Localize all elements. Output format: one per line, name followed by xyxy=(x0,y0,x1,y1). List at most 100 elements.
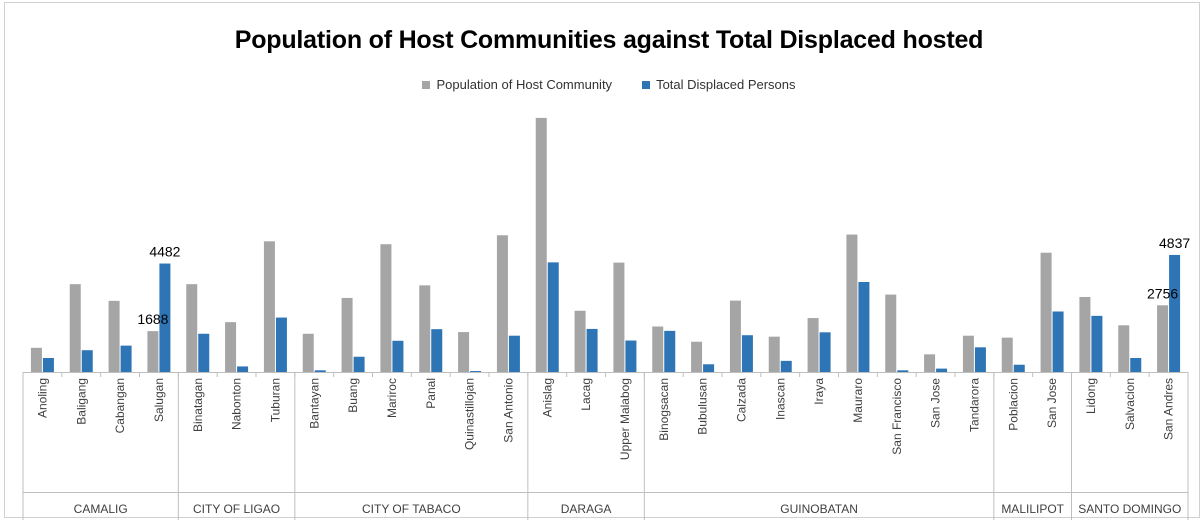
bar-population-upper-malabog-15 xyxy=(613,262,625,372)
bar-population-tandarora-24 xyxy=(962,335,974,372)
tick-label-poblacion-25: Poblacion xyxy=(1006,378,1020,431)
bar-displaced-poblacion-25 xyxy=(1013,364,1025,372)
bar-displaced-calzada-18 xyxy=(741,335,753,372)
bar-population-bantayan-7 xyxy=(302,333,314,372)
bar-population-mariroc-9 xyxy=(380,244,392,372)
bar-displaced-tuburan-6 xyxy=(275,317,287,372)
tick-label-salvacion-28: Salvacion xyxy=(1123,378,1137,430)
bar-displaced-san-francisco-22 xyxy=(897,370,909,372)
bar-population-anislag-13 xyxy=(535,117,547,373)
bar-displaced-san-jose-23 xyxy=(936,368,948,372)
bar-displaced-san-andres-29 xyxy=(1169,254,1181,372)
tick-label-salugan-3: Salugan xyxy=(152,378,166,422)
tick-label-san-jose-23: San Jose xyxy=(929,378,943,428)
tick-label-lacag-14: Lacag xyxy=(579,378,593,411)
tick-label-quinastillojan-11: Quinastillojan xyxy=(463,378,477,450)
tick-label-bubulusan-17: Bubulusan xyxy=(696,378,710,435)
bar-displaced-buang-8 xyxy=(353,356,365,372)
tick-label-upper-malabog-15: Upper Malabog xyxy=(618,378,632,460)
legend-item-population[interactable]: Population of Host Community xyxy=(422,77,612,92)
bar-population-baligang-1 xyxy=(69,284,81,372)
bar-displaced-anislag-13 xyxy=(547,262,559,372)
bar-displaced-lidong-27 xyxy=(1091,315,1103,372)
chart-frame xyxy=(4,2,1200,518)
chart-legend: Population of Host Community Total Displ… xyxy=(0,77,1202,92)
legend-swatch-population xyxy=(422,80,431,89)
bar-displaced-cabangan-2 xyxy=(120,345,132,372)
tick-label-bantayan-7: Bantayan xyxy=(307,378,321,429)
tick-label-san-antonio-12: San Antonio xyxy=(501,378,515,443)
tick-label-lidong-27: Lidong xyxy=(1084,378,1098,414)
tick-label-san-andres-29: San Andres xyxy=(1162,378,1176,440)
legend-swatch-displaced xyxy=(642,80,651,89)
bar-displaced-bubulusan-17 xyxy=(703,364,715,372)
bar-population-salugan-3 xyxy=(147,331,159,372)
group-label-guinobatan: GUINOBATAN xyxy=(780,502,858,516)
tick-label-cabangan-2: Cabangan xyxy=(113,378,127,433)
bar-displaced-iraya-20 xyxy=(819,332,831,372)
tick-label-tandarora-24: Tandarora xyxy=(967,378,981,432)
bar-population-binatagan-4 xyxy=(186,284,198,372)
bar-displaced-nabonton-5 xyxy=(237,366,249,372)
tick-label-san-francisco-22: San Francisco xyxy=(890,378,904,455)
bar-population-panal-10 xyxy=(419,285,431,372)
group-label-santo-domingo: SANTO DOMINGO xyxy=(1078,502,1181,516)
bar-population-bubulusan-17 xyxy=(691,341,703,372)
bar-population-san-jose-26 xyxy=(1040,252,1052,372)
legend-item-displaced[interactable]: Total Displaced Persons xyxy=(642,77,796,92)
bar-population-san-francisco-22 xyxy=(885,294,897,372)
data-label-san-andres-population: 2756 xyxy=(1147,285,1178,301)
bar-displaced-quinastillojan-11 xyxy=(470,371,482,372)
data-label-san-andres-displaced: 4837 xyxy=(1159,235,1190,251)
bar-population-san-antonio-12 xyxy=(496,235,508,372)
tick-label-baligang-1: Baligang xyxy=(74,378,88,425)
tick-label-anoling-0: Anoling xyxy=(35,378,49,418)
bar-population-salvacion-28 xyxy=(1118,325,1130,372)
bar-population-iraya-20 xyxy=(807,318,819,372)
tick-label-anislag-13: Anislag xyxy=(540,378,554,417)
bar-population-anoling-0 xyxy=(30,347,42,372)
bar-population-binogsacan-16 xyxy=(652,326,664,372)
group-label-daraga: DARAGA xyxy=(561,502,612,516)
bar-displaced-lacag-14 xyxy=(586,328,598,372)
bar-displaced-mariroc-9 xyxy=(392,340,404,372)
bar-population-lidong-27 xyxy=(1079,296,1091,372)
tick-label-tuburan-6: Tuburan xyxy=(268,378,282,422)
tick-label-binatagan-4: Binatagan xyxy=(191,378,205,432)
tick-label-iraya-20: Iraya xyxy=(812,378,826,405)
data-label-salugan-displaced: 4482 xyxy=(149,244,180,260)
bar-population-cabangan-2 xyxy=(108,300,120,372)
bar-displaced-upper-malabog-15 xyxy=(625,340,637,372)
legend-label-displaced: Total Displaced Persons xyxy=(656,77,796,92)
bar-population-poblacion-25 xyxy=(1001,337,1013,372)
tick-label-inascan-19: Inascan xyxy=(773,378,787,420)
bar-displaced-salugan-3 xyxy=(159,263,171,372)
bar-displaced-salvacion-28 xyxy=(1130,357,1142,372)
bar-population-nabonton-5 xyxy=(225,322,237,372)
bar-displaced-binogsacan-16 xyxy=(664,330,676,372)
tick-label-buang-8: Buang xyxy=(346,378,360,413)
bar-population-san-jose-23 xyxy=(924,354,936,372)
bar-population-san-andres-29 xyxy=(1157,305,1169,372)
tick-label-calzada-18: Calzada xyxy=(734,378,748,422)
bar-displaced-tandarora-24 xyxy=(974,347,986,372)
bar-displaced-san-jose-26 xyxy=(1052,311,1064,372)
group-label-city-of-tabaco: CITY OF TABACO xyxy=(362,502,461,516)
bar-population-quinastillojan-11 xyxy=(458,332,470,372)
tick-label-mariroc-9: Mariroc xyxy=(385,378,399,418)
chart-title: Population of Host Communities against T… xyxy=(234,26,984,54)
legend-label-population: Population of Host Community xyxy=(436,77,613,92)
group-label-camalig: CAMALIG xyxy=(74,502,128,516)
bar-displaced-binatagan-4 xyxy=(198,333,210,372)
bar-displaced-anoling-0 xyxy=(42,357,54,372)
bar-population-buang-8 xyxy=(341,297,353,372)
bar-displaced-inascan-19 xyxy=(780,360,792,372)
bar-displaced-panal-10 xyxy=(431,329,443,372)
bar-population-tuburan-6 xyxy=(263,241,275,372)
bar-population-mauraro-21 xyxy=(846,234,858,372)
bar-displaced-mauraro-21 xyxy=(858,281,870,372)
tick-label-panal-10: Panal xyxy=(424,378,438,409)
bar-displaced-bantayan-7 xyxy=(314,370,326,372)
bar-displaced-baligang-1 xyxy=(81,350,93,372)
group-label-malilipot: MALILIPOT xyxy=(1001,502,1064,516)
